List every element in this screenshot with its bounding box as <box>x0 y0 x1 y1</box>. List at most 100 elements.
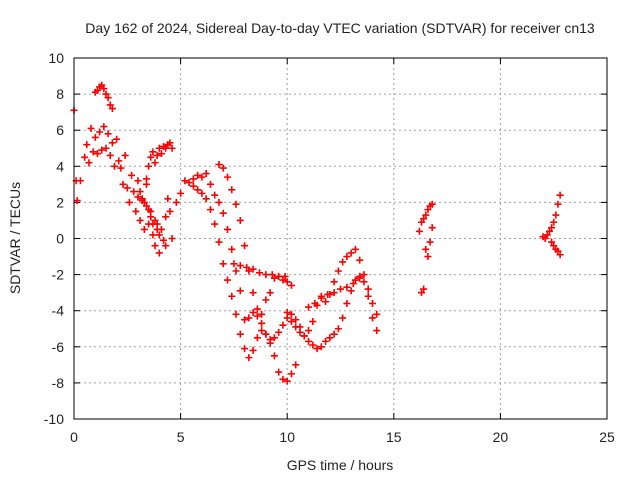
data-point-marker <box>253 305 261 313</box>
data-point-marker <box>153 225 161 233</box>
data-point-marker <box>98 81 106 89</box>
data-point-marker <box>283 377 291 385</box>
data-point-marker <box>360 278 368 286</box>
data-point-marker <box>106 101 114 109</box>
data-point-marker <box>258 319 266 327</box>
data-point-marker <box>550 242 558 250</box>
chart-title: Day 162 of 2024, Sidereal Day-to-day VTE… <box>85 20 595 36</box>
data-point-marker <box>211 191 219 199</box>
data-point-marker <box>253 312 261 320</box>
data-point-marker <box>236 216 244 224</box>
data-point-marker <box>87 124 95 132</box>
data-point-marker <box>418 289 426 297</box>
data-point-marker <box>334 325 342 333</box>
data-point-marker <box>177 189 185 197</box>
data-point-marker <box>228 292 236 300</box>
data-point-marker <box>428 200 436 208</box>
data-point-marker <box>548 238 556 246</box>
data-point-marker <box>420 285 428 293</box>
data-point-marker <box>351 245 359 253</box>
data-point-marker <box>236 262 244 270</box>
data-point-marker <box>287 310 295 318</box>
data-point-marker <box>420 215 428 223</box>
data-point-marker <box>292 323 300 331</box>
data-point-marker <box>232 267 240 275</box>
data-point-marker <box>241 242 249 250</box>
data-point-marker <box>305 327 313 335</box>
data-points <box>70 81 564 385</box>
y-tick-label: 10 <box>48 50 64 66</box>
data-point-marker <box>172 198 180 206</box>
data-point-marker <box>283 309 291 317</box>
data-point-marker <box>151 216 159 224</box>
data-point-marker <box>106 151 114 159</box>
data-point-marker <box>422 211 430 219</box>
data-point-marker <box>360 271 368 279</box>
data-point-marker <box>554 200 562 208</box>
data-point-marker <box>356 256 364 264</box>
data-point-marker <box>279 276 287 284</box>
data-point-marker <box>356 274 364 282</box>
data-point-marker <box>364 292 372 300</box>
data-point-marker <box>228 186 236 194</box>
data-point-marker <box>81 153 89 161</box>
data-point-marker <box>83 141 91 149</box>
data-point-marker <box>243 263 251 271</box>
data-point-marker <box>134 177 142 185</box>
data-point-marker <box>104 94 112 102</box>
data-point-marker <box>428 224 436 232</box>
y-tick-label: 0 <box>56 231 64 247</box>
data-point-marker <box>149 148 157 156</box>
data-point-marker <box>249 289 257 297</box>
data-point-marker <box>311 299 319 307</box>
data-point-marker <box>415 227 423 235</box>
data-point-marker <box>115 157 123 165</box>
data-point-marker <box>543 231 551 239</box>
data-point-marker <box>224 173 232 181</box>
data-point-marker <box>279 375 287 383</box>
data-point-marker <box>85 159 93 167</box>
data-point-marker <box>270 274 278 282</box>
data-point-marker <box>270 352 278 360</box>
data-point-marker <box>145 162 153 170</box>
data-point-marker <box>349 280 357 288</box>
data-point-marker <box>305 337 313 345</box>
data-point-marker <box>554 247 562 255</box>
data-point-marker <box>300 332 308 340</box>
data-point-marker <box>249 265 257 273</box>
data-point-marker <box>241 316 249 324</box>
data-point-marker <box>424 253 432 261</box>
data-point-marker <box>258 327 266 335</box>
data-point-marker <box>142 175 150 183</box>
data-point-marker <box>330 278 338 286</box>
data-point-marker <box>232 310 240 318</box>
data-point-marker <box>155 144 163 152</box>
data-point-marker <box>330 330 338 338</box>
data-point-marker <box>228 245 236 253</box>
data-point-marker <box>262 296 270 304</box>
y-tick-label: 6 <box>56 122 64 138</box>
data-point-marker <box>138 195 146 203</box>
data-point-marker <box>202 195 210 203</box>
data-point-marker <box>104 130 112 138</box>
data-point-marker <box>136 188 144 196</box>
data-point-marker <box>253 334 261 342</box>
data-point-marker <box>245 314 253 322</box>
data-point-marker <box>426 238 434 246</box>
data-point-marker <box>266 336 274 344</box>
data-point-marker <box>108 139 116 147</box>
data-point-marker <box>194 171 202 179</box>
data-point-marker <box>153 151 161 159</box>
plot-frame <box>73 57 608 420</box>
data-point-marker <box>548 224 556 232</box>
data-point-marker <box>185 179 193 187</box>
data-point-marker <box>424 206 432 214</box>
data-point-marker <box>100 123 108 131</box>
x-tick-label: 10 <box>279 429 295 445</box>
data-point-marker <box>117 164 125 172</box>
data-point-marker <box>189 175 197 183</box>
y-tick-label: 4 <box>56 158 64 174</box>
data-point-marker <box>198 189 206 197</box>
data-point-marker <box>202 170 210 178</box>
